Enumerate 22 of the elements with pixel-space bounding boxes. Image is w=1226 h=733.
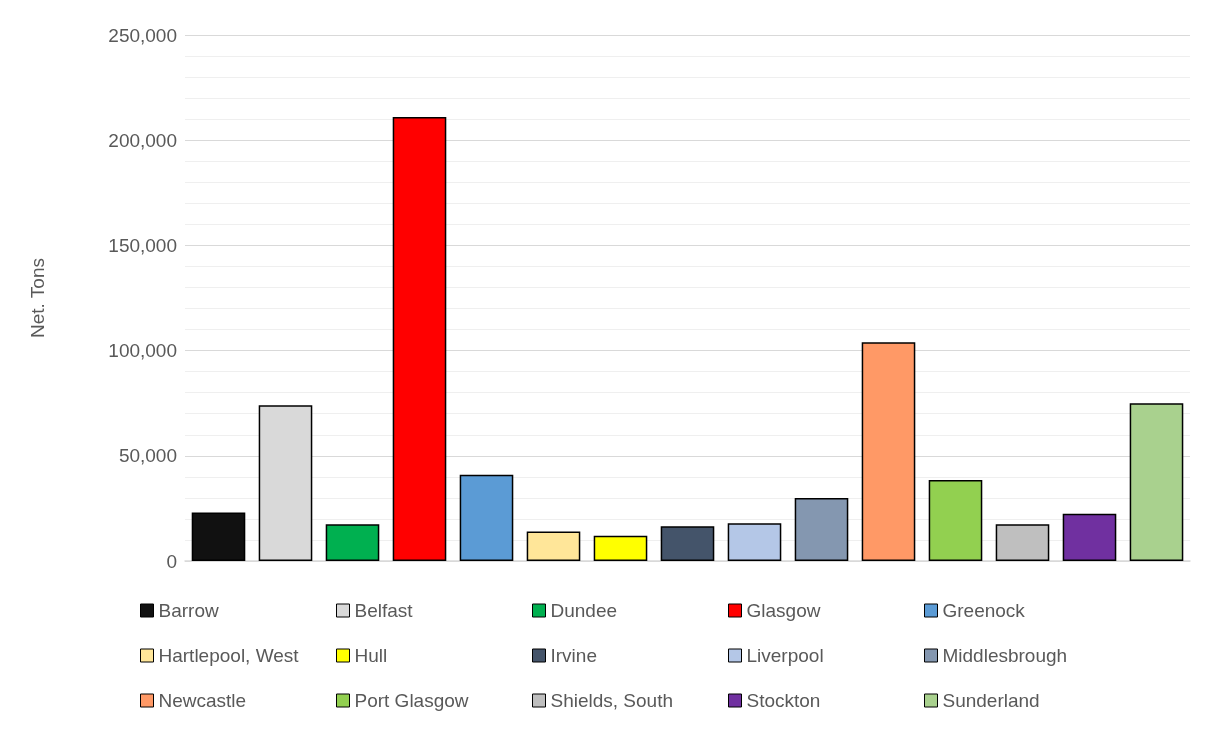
- y-tick-label: 150,000: [108, 234, 177, 256]
- legend-label: Shields, South: [550, 690, 674, 711]
- legend-label: Barrow: [158, 600, 219, 621]
- legend-label: Liverpool: [746, 645, 824, 666]
- legend-label: Stockton: [746, 690, 821, 711]
- legend-label: Glasgow: [746, 600, 821, 621]
- legend-label: Irvine: [550, 645, 597, 666]
- y-tick-label: 200,000: [108, 129, 177, 151]
- legend-label: Hull: [354, 645, 388, 666]
- legend-label: Port Glasgow: [354, 690, 469, 711]
- y-tick-label: 250,000: [108, 24, 177, 46]
- y-tick-label: 50,000: [118, 445, 177, 467]
- y-axis-title: Net. Tons: [27, 258, 48, 338]
- legend-label: Sunderland: [942, 690, 1040, 711]
- legend-label: Newcastle: [158, 690, 247, 711]
- y-tick-label: 100,000: [108, 340, 177, 362]
- legend-label: Belfast: [354, 600, 414, 621]
- legend-label: Dundee: [550, 600, 618, 621]
- legend-label: Greenock: [942, 600, 1026, 621]
- legend-label: Hartlepool, West: [158, 645, 300, 666]
- y-tick-label: 0: [166, 550, 177, 572]
- legend-label: Middlesbrough: [942, 645, 1068, 666]
